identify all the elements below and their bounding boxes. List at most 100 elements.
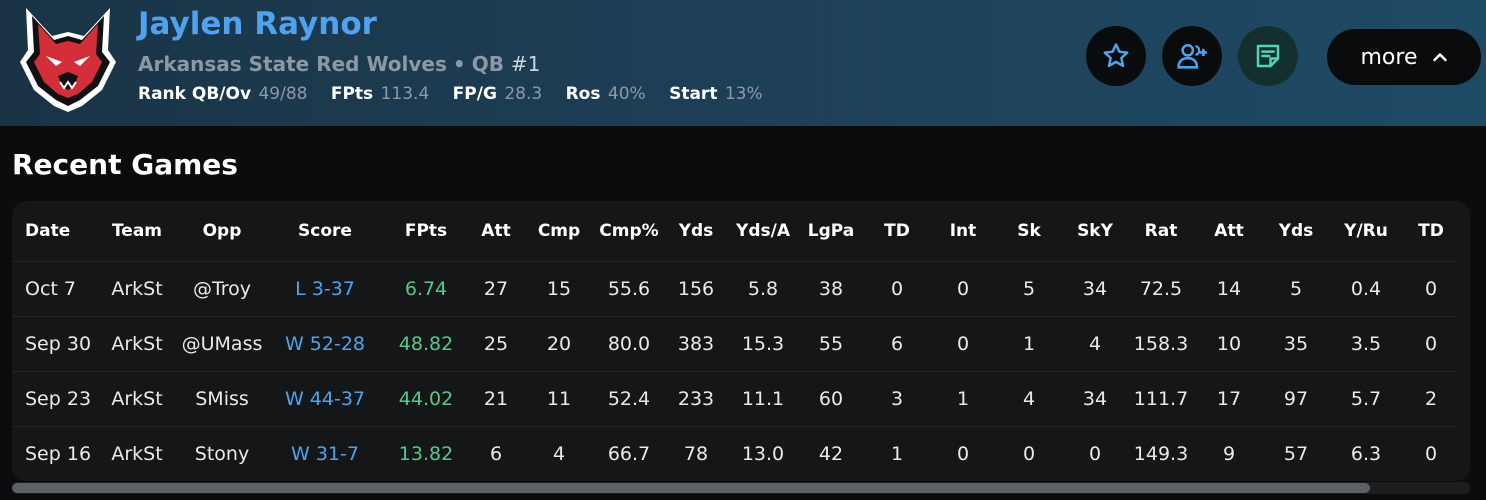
column-header[interactable]: Opp — [202, 220, 242, 241]
column-header[interactable]: Y/Ru — [1344, 220, 1388, 241]
table-cell: 27 — [468, 260, 524, 316]
table-cell: 42 — [798, 425, 864, 481]
column-header[interactable]: Date — [25, 220, 71, 241]
stat-fpg: FP/G 28.3 — [452, 84, 543, 104]
column-header[interactable]: Rat — [1144, 220, 1178, 241]
table-cell: 66.7 — [594, 425, 664, 481]
table-cell: 0 — [996, 425, 1062, 481]
player-stats-line: Rank QB/Ov 49/88 FPts 113.4 FP/G 28.3 Ro… — [138, 84, 781, 104]
player-position: QB — [471, 52, 504, 76]
column-header[interactable]: Int — [949, 220, 977, 241]
red-wolves-logo — [20, 8, 116, 112]
chevron-up-icon — [1432, 53, 1447, 62]
table-cell: 4 — [996, 370, 1062, 426]
table-cell: 0 — [930, 260, 996, 316]
table-cell: ArkSt — [96, 425, 178, 481]
table-cell: ArkSt — [96, 315, 178, 371]
table-cell: 34 — [1062, 370, 1128, 426]
table-cell: 97 — [1264, 370, 1328, 426]
table-cell: 158.3 — [1128, 315, 1194, 371]
table-row: Sep 23 ArkSt SMiss W 44-37 44.02 21 11 52.4 233 1… — [12, 370, 1458, 426]
table-cell: 5.8 — [728, 260, 798, 316]
table-cell: 20 — [524, 315, 594, 371]
table-cell: 6.74 — [384, 260, 468, 316]
more-button[interactable]: more — [1327, 29, 1481, 85]
table-cell: 233 — [664, 370, 728, 426]
table-cell: 13.82 — [384, 425, 468, 481]
table-cell: 0 — [1404, 260, 1458, 316]
table-cell: @Troy — [178, 260, 266, 316]
add-to-roster-button[interactable] — [1162, 26, 1222, 86]
notes-icon — [1256, 44, 1280, 68]
table-cell: 5.7 — [1328, 370, 1404, 426]
column-header[interactable]: Att — [1214, 220, 1244, 241]
table-cell: 35 — [1264, 315, 1328, 371]
favorite-button[interactable] — [1086, 26, 1146, 86]
table-cell: 0 — [864, 260, 930, 316]
table-cell: 78 — [664, 425, 728, 481]
column-header[interactable]: SkY — [1077, 220, 1113, 241]
jersey-number: #1 — [510, 52, 541, 76]
table-cell: 0.4 — [1328, 260, 1404, 316]
column-header[interactable]: Score — [298, 220, 352, 241]
column-header[interactable]: FPts — [404, 220, 448, 241]
table-cell: 5 — [996, 260, 1062, 316]
table-cell: 3 — [864, 370, 930, 426]
stat-ros: Ros 40% — [565, 84, 646, 104]
column-header[interactable]: TD — [1418, 220, 1444, 241]
column-header[interactable]: LgPa — [807, 220, 855, 241]
column-header[interactable]: TD — [884, 220, 910, 241]
player-subline: Arkansas State Red Wolves • QB #1 — [138, 52, 540, 76]
notes-button[interactable] — [1238, 26, 1298, 86]
table-cell: 48.82 — [384, 315, 468, 371]
column-header[interactable]: Team — [111, 220, 163, 241]
table-cell: 1 — [864, 425, 930, 481]
column-header[interactable]: Yds — [678, 220, 714, 241]
table-cell: 1 — [996, 315, 1062, 371]
horizontal-scrollbar[interactable] — [12, 482, 1470, 494]
table-cell: ArkSt — [96, 260, 178, 316]
table-cell: 9 — [1194, 425, 1264, 481]
recent-games-table-card: Date Team Opp Score FPts Att Cmp Cmp% Yds Yds/A Lg… — [12, 201, 1470, 481]
table-cell: SMiss — [178, 370, 266, 426]
column-header[interactable]: Yds — [1278, 220, 1314, 241]
table-cell: 2 — [1404, 370, 1458, 426]
column-header[interactable]: Cmp — [537, 220, 581, 241]
table-cell: L 3-37 — [266, 260, 384, 316]
table-cell: Sep 23 — [12, 370, 96, 426]
table-cell: 13.0 — [728, 425, 798, 481]
column-header[interactable]: Att — [481, 220, 511, 241]
table-cell: W 44-37 — [266, 370, 384, 426]
table-cell: 15.3 — [728, 315, 798, 371]
more-label: more — [1360, 44, 1418, 70]
table-cell: 60 — [798, 370, 864, 426]
column-header[interactable]: Sk — [1017, 220, 1041, 241]
add-user-icon — [1177, 43, 1207, 69]
table-cell: 4 — [524, 425, 594, 481]
table-cell: @UMass — [178, 315, 266, 371]
table-cell: 6 — [864, 315, 930, 371]
column-header[interactable]: Yds/A — [736, 220, 790, 241]
table-row: Oct 7 ArkSt @Troy L 3-37 6.74 27 15 55.6 156 5.8 3… — [12, 260, 1458, 316]
table-row: Sep 16 ArkSt Stony W 31-7 13.82 6 4 66.7 78 13.0 4… — [12, 425, 1458, 481]
table-cell: Sep 16 — [12, 425, 96, 481]
table-cell: 156 — [664, 260, 728, 316]
table-cell: 55.6 — [594, 260, 664, 316]
table-cell: 21 — [468, 370, 524, 426]
table-cell: 14 — [1194, 260, 1264, 316]
player-header: Jaylen Raynor Arkansas State Red Wolves •… — [0, 0, 1486, 126]
table-cell: 0 — [930, 425, 996, 481]
scrollbar-thumb[interactable] — [12, 483, 1370, 493]
table-cell: Sep 30 — [12, 315, 96, 371]
table-cell: Oct 7 — [12, 260, 96, 316]
table-row: Sep 30 ArkSt @UMass W 52-28 48.82 25 20 80.0 383… — [12, 315, 1458, 371]
table-cell: 5 — [1264, 260, 1328, 316]
stat-fpts: FPts 113.4 — [330, 84, 430, 104]
table-cell: 10 — [1194, 315, 1264, 371]
table-cell: 1 — [930, 370, 996, 426]
table-cell: 80.0 — [594, 315, 664, 371]
table-cell: 72.5 — [1128, 260, 1194, 316]
column-header[interactable]: Cmp% — [599, 220, 659, 241]
table-cell: 34 — [1062, 260, 1128, 316]
star-icon — [1103, 43, 1129, 68]
